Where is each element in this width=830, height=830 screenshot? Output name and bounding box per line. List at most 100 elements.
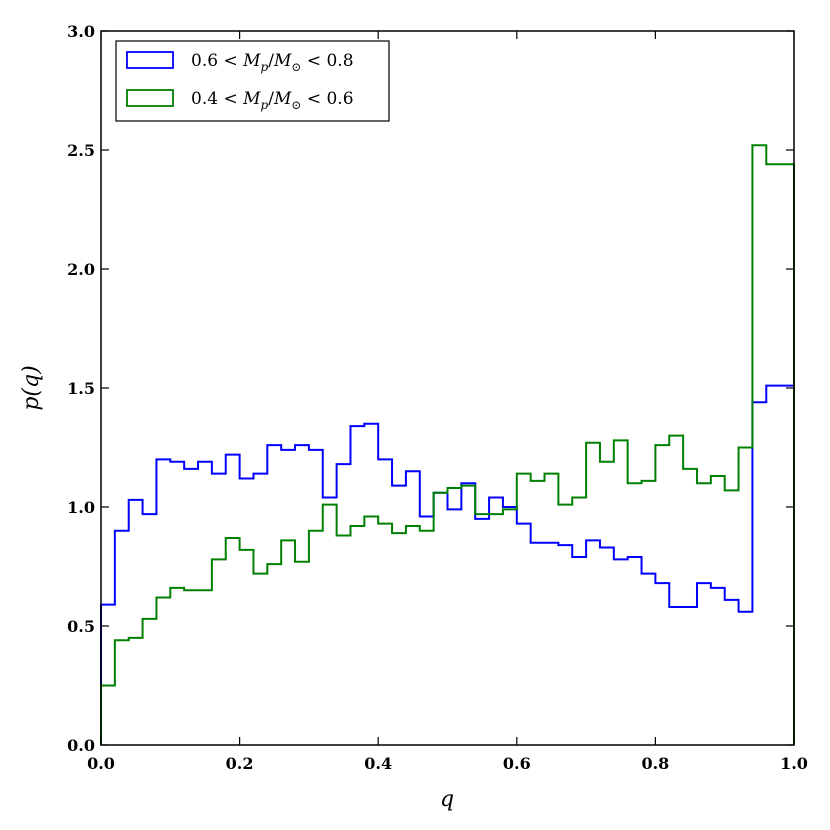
series-1-bin xyxy=(226,455,240,745)
series-2-bin xyxy=(586,443,600,745)
y-tick-label: 1.0 xyxy=(67,498,95,517)
series-1-bin xyxy=(503,507,517,745)
legend-label-series-1: 0.6 < Mp/M⊙ < 0.8 xyxy=(191,51,354,74)
legend-swatch-series-2 xyxy=(126,89,174,107)
series-1-bin xyxy=(517,524,531,745)
series-2-bin xyxy=(323,505,337,745)
series-1-bin xyxy=(642,574,656,745)
series-1-bin xyxy=(448,509,462,745)
series-2-bin xyxy=(517,474,531,745)
series-2-bin xyxy=(434,493,448,745)
x-tick-label: 1.0 xyxy=(780,754,808,773)
series-2-bin xyxy=(253,574,267,745)
series-2-bin xyxy=(752,145,766,745)
series-1-bin xyxy=(253,474,267,745)
y-tick-label: 0.5 xyxy=(67,617,95,636)
series-1-bin xyxy=(683,607,697,745)
series-1-bin xyxy=(725,600,739,745)
series-2-bin xyxy=(475,514,489,745)
series-1-bin xyxy=(628,557,642,745)
series-1-bin xyxy=(558,545,572,745)
series-2-bin xyxy=(198,590,212,745)
series-1-bin xyxy=(420,517,434,745)
series-1-bin xyxy=(295,445,309,745)
x-tick-label: 0.6 xyxy=(503,754,531,773)
series-2-bin xyxy=(489,514,503,745)
x-tick-label: 0.0 xyxy=(87,754,115,773)
series-1-bin xyxy=(614,559,628,745)
series-1-bin xyxy=(337,464,351,745)
series-1-bin xyxy=(739,612,753,745)
series-1-bin xyxy=(350,426,364,745)
series-2-bin xyxy=(240,550,254,745)
series-2-bin xyxy=(295,562,309,745)
series-1-bin xyxy=(156,459,170,745)
series-2-bin xyxy=(267,564,281,745)
series-2-bin xyxy=(212,559,226,745)
series-2-bin xyxy=(226,538,240,745)
series-2-bin xyxy=(309,531,323,745)
plot-area-frame xyxy=(100,30,795,746)
series-1-bin xyxy=(184,469,198,745)
series-2-bin xyxy=(129,638,143,745)
legend-swatch-series-1 xyxy=(126,51,174,69)
y-tick-label: 1.5 xyxy=(67,379,95,398)
series-2-bin xyxy=(406,526,420,745)
series-1-bin xyxy=(655,583,669,745)
series-2-bin xyxy=(739,448,753,746)
series-1-bin xyxy=(752,402,766,745)
series-1-bin xyxy=(267,445,281,745)
series-2-bin xyxy=(448,488,462,745)
series-1-bin xyxy=(323,497,337,745)
series-2-bin xyxy=(628,483,642,745)
x-tick-label: 0.4 xyxy=(364,754,392,773)
y-tick-label: 0.0 xyxy=(67,736,95,755)
legend: 0.6 < Mp/M⊙ < 0.8 0.4 < Mp/M⊙ < 0.6 xyxy=(115,40,390,122)
x-axis-title: q xyxy=(440,787,454,812)
series-2-bin xyxy=(184,590,198,745)
y-tick-label: 2.5 xyxy=(67,141,95,160)
series-2-bin xyxy=(572,497,586,745)
series-2-bin xyxy=(101,686,115,746)
series-2 xyxy=(100,144,795,746)
series-1-bin xyxy=(766,386,780,745)
series-2-bin xyxy=(503,509,517,745)
series-2-bin xyxy=(725,490,739,745)
series-2-step-line xyxy=(100,144,795,745)
series-1-bin xyxy=(198,462,212,745)
series-2-bin xyxy=(655,445,669,745)
series-2-bin xyxy=(766,164,780,745)
axis-ticks: 0.0 0.2 0.4 0.6 0.8 1.0 0.0 0.5 1.0 1.5 2.0 2.5 3.0 xyxy=(67,22,808,773)
series-layer xyxy=(100,144,795,746)
y-axis-title: p(q) xyxy=(19,365,44,410)
series-1-bin xyxy=(586,540,600,745)
series-2-bin xyxy=(614,440,628,745)
series-2-bin xyxy=(378,524,392,745)
series-1-bin xyxy=(434,493,448,745)
series-2-bin xyxy=(642,481,656,745)
series-2-bin xyxy=(392,533,406,745)
series-1-bin xyxy=(392,486,406,745)
y-tick-label: 2.0 xyxy=(67,260,95,279)
series-1 xyxy=(100,384,795,745)
series-2-bin xyxy=(170,588,184,745)
series-2-bin xyxy=(545,474,559,745)
series-1-bin xyxy=(143,514,157,745)
x-tick-label: 0.2 xyxy=(226,754,254,773)
series-2-bin xyxy=(156,597,170,745)
series-2-bin xyxy=(558,505,572,745)
series-1-bin xyxy=(572,557,586,745)
series-1-bin xyxy=(281,450,295,745)
series-2-bin xyxy=(461,486,475,745)
series-1-bin xyxy=(669,607,683,745)
series-1-bin xyxy=(212,474,226,745)
series-1-bin xyxy=(711,588,725,745)
series-1-bin xyxy=(309,450,323,745)
series-1-bin xyxy=(170,462,184,745)
series-1-bin xyxy=(545,543,559,745)
y-tick-label: 3.0 xyxy=(67,22,95,41)
series-2-bin xyxy=(531,481,545,745)
series-2-bin xyxy=(780,164,794,745)
series-2-bin xyxy=(115,640,129,745)
